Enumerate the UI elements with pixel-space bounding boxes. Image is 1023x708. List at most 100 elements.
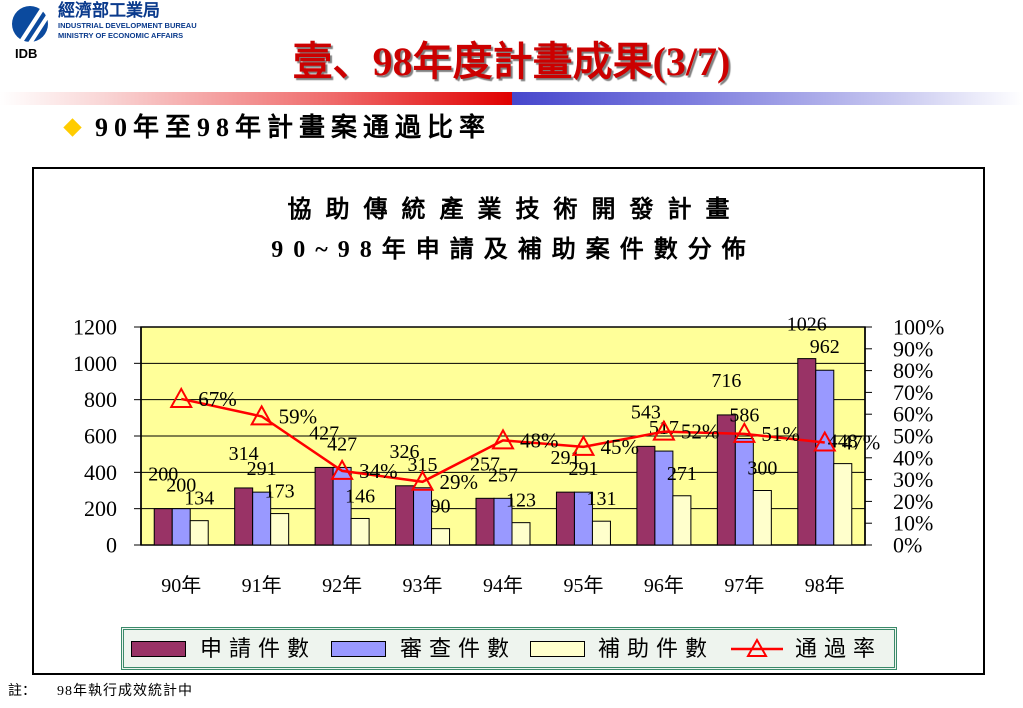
pass-rate-data-label-3: 34% xyxy=(359,459,398,483)
bar-data-label-series-1-1: 200 xyxy=(148,464,178,486)
y-left-tick-label: 200 xyxy=(84,496,117,521)
pass-rate-data-label-4: 29% xyxy=(440,470,479,494)
bullet-heading: 90年至98年計畫案通過比率 xyxy=(95,113,492,142)
pass-rate-marker-8 xyxy=(732,421,757,443)
bar-data-label-series-3-6: 131 xyxy=(586,488,616,510)
bar-series-3-8 xyxy=(752,490,772,546)
pass-rate-line xyxy=(180,397,825,484)
x-category-label: 92年 xyxy=(322,574,362,597)
legend-swatch-funded xyxy=(530,641,585,657)
pass-rate-marker-3 xyxy=(330,458,354,480)
bar-series-3-4 xyxy=(431,528,451,546)
legend-swatch-pass-rate xyxy=(731,637,783,657)
bar-data-label-series-3-1: 134 xyxy=(184,488,214,510)
legend-label-reviewed: 審查件數 xyxy=(400,636,517,661)
diamond-bullet-icon xyxy=(63,118,82,137)
bar-series-1-5 xyxy=(475,497,495,546)
bar-series-3-3 xyxy=(350,517,370,546)
bar-data-label-series-3-4: 90 xyxy=(431,496,451,518)
x-category-label: 96年 xyxy=(644,574,684,597)
chart-title: 協助傳統產業技術開發計畫 xyxy=(287,197,744,223)
bar-series-1-9 xyxy=(797,358,817,546)
slide-title: 壹、98年度計畫成果(3/7) xyxy=(292,39,731,84)
org-name-en-line-2: MINISTRY OF ECONOMIC AFFAIRS xyxy=(58,31,184,40)
x-category-label: 90年 xyxy=(161,574,201,597)
bar-series-3-1 xyxy=(189,520,209,546)
bar-data-label-series-3-5: 123 xyxy=(506,490,536,512)
bar-series-3-9 xyxy=(833,463,853,546)
pass-rate-data-label-7: 52% xyxy=(681,420,720,444)
y-right-tick-label: 50% xyxy=(893,424,933,449)
bar-series-2-8 xyxy=(734,438,754,546)
bar-series-2-4 xyxy=(413,487,433,546)
bar-data-label-series-1-2: 314 xyxy=(229,443,259,465)
y-right-tick-label: 30% xyxy=(893,467,933,492)
y-right-tick-label: 0% xyxy=(893,533,922,558)
bar-data-label-series-3-8: 300 xyxy=(747,458,777,480)
x-category-label: 98年 xyxy=(805,574,845,597)
bars-layer xyxy=(153,358,853,546)
x-category-label: 97年 xyxy=(724,574,764,597)
bar-data-label-series-2-1: 200 xyxy=(166,475,196,497)
bar-data-label-series-2-6: 291 xyxy=(568,458,598,480)
bar-series-1-7 xyxy=(636,445,656,546)
bar-series-1-4 xyxy=(395,485,415,546)
y-right-tick-label: 60% xyxy=(893,402,933,427)
bar-data-label-series-1-6: 291 xyxy=(550,447,580,469)
bar-data-label-series-1-5: 257 xyxy=(470,453,500,475)
bar-data-label-series-2-3: 427 xyxy=(327,433,357,455)
pass-rate-marker-4 xyxy=(410,469,435,491)
chart-subtitle: 90~98年申請及補助案件數分佈 xyxy=(271,237,756,263)
footnote-text: 98年執行成效統計中 xyxy=(57,684,193,699)
footnote-label: 註： xyxy=(8,684,36,699)
bar-series-3-7 xyxy=(672,495,692,546)
bar-data-label-series-2-8: 586 xyxy=(729,405,759,427)
pass-rate-marker-2 xyxy=(249,404,274,426)
pass-rate-data-label-1: 67% xyxy=(198,387,237,411)
bar-series-3-2 xyxy=(270,513,290,546)
x-category-label: 94年 xyxy=(483,574,523,597)
x-category-label: 95年 xyxy=(563,574,603,597)
bar-series-3-5 xyxy=(511,522,531,546)
title-underline-red xyxy=(0,92,512,105)
bar-data-label-series-1-7: 543 xyxy=(631,401,661,423)
bar-series-1-1 xyxy=(153,508,173,546)
org-abbreviation: IDB xyxy=(15,46,38,61)
legend-triangle-marker-icon xyxy=(746,637,768,657)
y-right-tick-label: 10% xyxy=(893,511,933,536)
x-category-label: 91年 xyxy=(242,574,282,597)
y-right-tick-label: 80% xyxy=(893,358,933,383)
legend-swatch-reviewed xyxy=(331,641,386,657)
bar-data-label-series-3-2: 173 xyxy=(265,481,295,503)
pass-rate-data-label-6: 45% xyxy=(600,435,639,459)
y-left-tick-label: 800 xyxy=(84,387,117,412)
legend-label-pass-rate: 通過率 xyxy=(795,636,883,661)
bar-data-label-series-3-3: 146 xyxy=(345,485,375,507)
bar-data-label-series-1-4: 326 xyxy=(390,441,420,463)
chart-legend: 申請件數 審查件數 補助件數 通過率 xyxy=(121,627,897,670)
y-right-tick-label: 90% xyxy=(893,336,933,361)
bar-data-label-series-2-9: 962 xyxy=(810,336,840,358)
bar-series-2-6 xyxy=(573,491,593,546)
chart-frame: 協助傳統產業技術開發計畫 90~98年申請及補助案件數分佈 0 200 400 600… xyxy=(32,167,985,675)
bar-series-1-3 xyxy=(314,466,334,546)
y-left-tick-label: 1200 xyxy=(73,315,117,340)
idb-logo-icon xyxy=(12,4,52,44)
bar-data-label-series-2-5: 257 xyxy=(488,464,518,486)
bar-data-label-series-2-2: 291 xyxy=(247,458,277,480)
bar-data-label-series-1-3: 427 xyxy=(309,422,339,444)
bar-series-2-5 xyxy=(493,497,513,546)
org-name-cn: 經濟部工業局 xyxy=(58,1,160,20)
chart-plot-svg: 0 200 400 600 800 1000 1200 0%10%20%30%40%50%60… xyxy=(73,314,944,597)
bar-series-1-2 xyxy=(234,487,254,546)
legend-label-funded: 補助件數 xyxy=(598,636,715,661)
y-right-tick-label: 20% xyxy=(893,489,933,514)
bar-series-3-6 xyxy=(591,520,611,546)
bar-data-label-series-1-9: 1026 xyxy=(787,314,827,336)
bar-series-2-9 xyxy=(815,369,835,546)
bar-series-2-1 xyxy=(171,508,191,546)
bar-series-2-3 xyxy=(332,466,352,546)
legend-label-applications: 申請件數 xyxy=(200,636,317,661)
pass-rate-data-label-2: 59% xyxy=(279,404,318,428)
